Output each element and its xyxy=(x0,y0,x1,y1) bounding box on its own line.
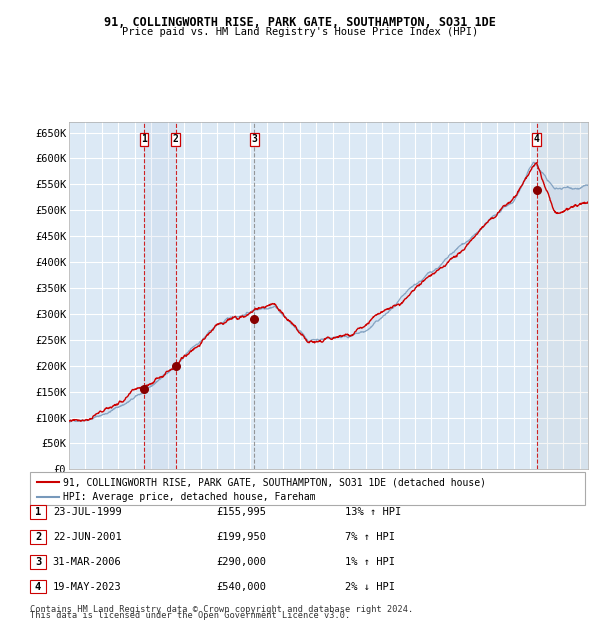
Text: 19-MAY-2023: 19-MAY-2023 xyxy=(53,582,122,591)
Text: 1: 1 xyxy=(35,507,41,517)
Text: £290,000: £290,000 xyxy=(216,557,266,567)
Text: 1% ↑ HPI: 1% ↑ HPI xyxy=(345,557,395,567)
Text: £199,950: £199,950 xyxy=(216,532,266,542)
Text: 13% ↑ HPI: 13% ↑ HPI xyxy=(345,507,401,517)
Text: 91, COLLINGWORTH RISE, PARK GATE, SOUTHAMPTON, SO31 1DE: 91, COLLINGWORTH RISE, PARK GATE, SOUTHA… xyxy=(104,16,496,29)
Text: 4: 4 xyxy=(35,582,41,591)
Text: £155,995: £155,995 xyxy=(216,507,266,517)
Bar xyxy=(536,122,588,469)
Text: 2: 2 xyxy=(35,532,41,542)
Text: 2: 2 xyxy=(173,135,179,144)
Bar xyxy=(144,122,176,469)
Text: £540,000: £540,000 xyxy=(216,582,266,591)
Text: 3: 3 xyxy=(251,135,257,144)
Text: Contains HM Land Registry data © Crown copyright and database right 2024.: Contains HM Land Registry data © Crown c… xyxy=(30,604,413,614)
Text: 1: 1 xyxy=(141,135,147,144)
Text: 2% ↓ HPI: 2% ↓ HPI xyxy=(345,582,395,591)
Text: This data is licensed under the Open Government Licence v3.0.: This data is licensed under the Open Gov… xyxy=(30,611,350,620)
Text: 4: 4 xyxy=(533,135,539,144)
Text: 22-JUN-2001: 22-JUN-2001 xyxy=(53,532,122,542)
Text: HPI: Average price, detached house, Fareham: HPI: Average price, detached house, Fare… xyxy=(63,492,316,502)
Text: 7% ↑ HPI: 7% ↑ HPI xyxy=(345,532,395,542)
Text: 31-MAR-2006: 31-MAR-2006 xyxy=(53,557,122,567)
Text: Price paid vs. HM Land Registry's House Price Index (HPI): Price paid vs. HM Land Registry's House … xyxy=(122,27,478,37)
Text: 23-JUL-1999: 23-JUL-1999 xyxy=(53,507,122,517)
Text: 91, COLLINGWORTH RISE, PARK GATE, SOUTHAMPTON, SO31 1DE (detached house): 91, COLLINGWORTH RISE, PARK GATE, SOUTHA… xyxy=(63,477,486,487)
Text: 3: 3 xyxy=(35,557,41,567)
